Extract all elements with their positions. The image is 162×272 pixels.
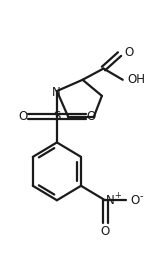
Text: N: N <box>52 86 60 99</box>
Text: O: O <box>130 194 139 207</box>
Text: O: O <box>124 46 134 59</box>
Text: O: O <box>19 110 28 123</box>
Text: S: S <box>53 110 61 123</box>
Text: O: O <box>86 110 95 123</box>
Text: OH: OH <box>128 73 146 86</box>
Text: -: - <box>140 191 143 201</box>
Text: O: O <box>100 225 110 238</box>
Text: N: N <box>106 194 115 207</box>
Text: +: + <box>114 191 121 200</box>
